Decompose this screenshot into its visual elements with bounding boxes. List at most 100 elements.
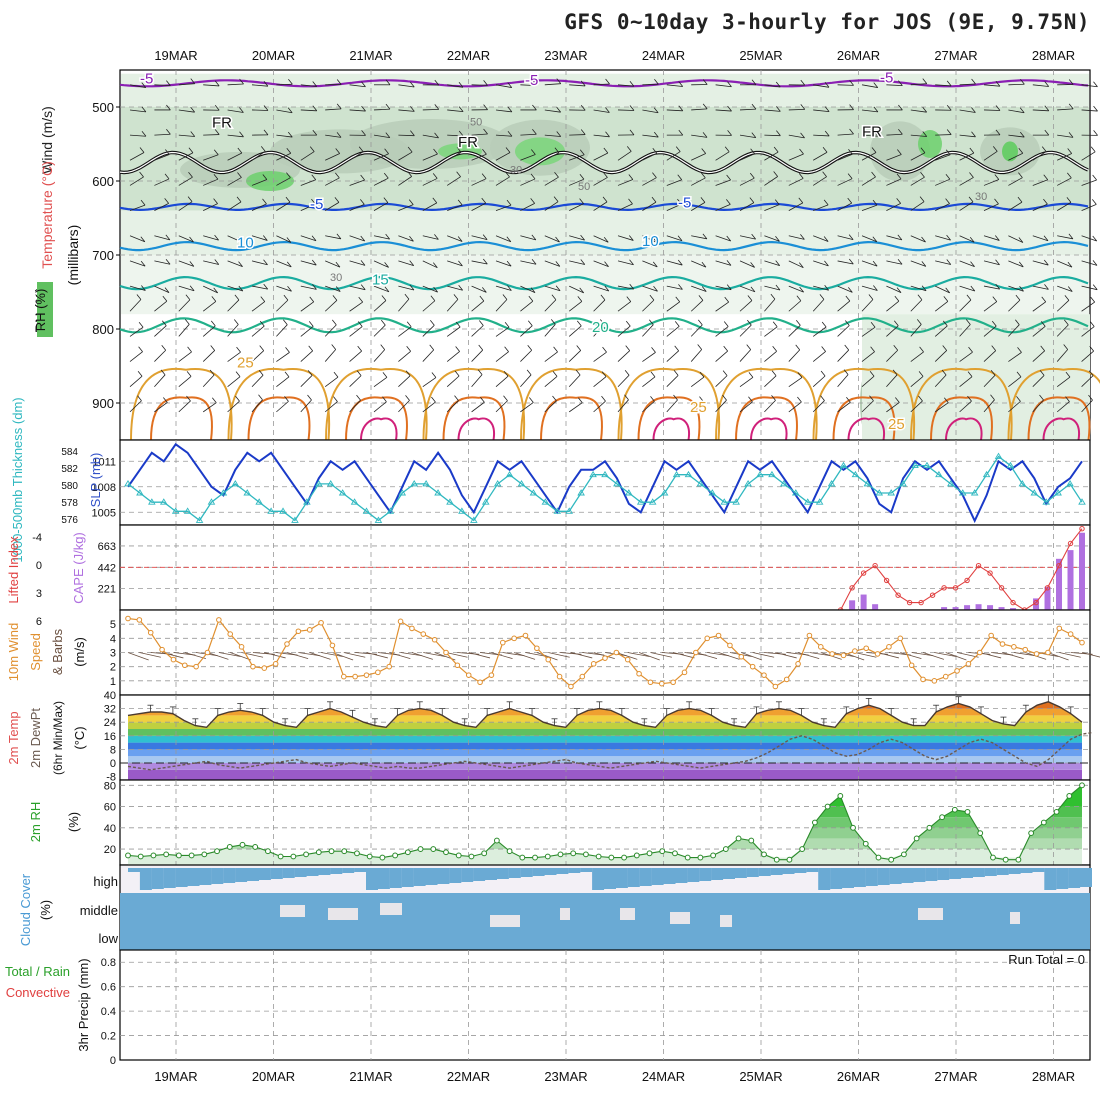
wind-barb-flag <box>531 149 536 155</box>
cape-bar <box>998 607 1005 610</box>
wind-barb <box>129 351 143 362</box>
wind-barb <box>227 260 243 268</box>
wind-barb-flag <box>361 130 366 136</box>
isotherm-label: -5 <box>140 70 153 87</box>
wind-barb-flag <box>942 345 948 351</box>
wind-barb-flag <box>844 344 850 351</box>
y-axis-label-part: Temperature (°C) <box>39 161 55 269</box>
cloud-high-bar <box>568 868 581 873</box>
wind-barb-flag <box>799 286 804 293</box>
wind-barb <box>837 285 853 293</box>
wind-barb-flag <box>1015 294 1021 301</box>
wind-barb <box>544 152 560 161</box>
wind-barb <box>300 109 317 112</box>
wind-barb-flag <box>699 396 704 402</box>
wind-barb-flag <box>456 171 461 177</box>
wind-barb <box>642 352 656 362</box>
cloud-high-bar <box>580 868 593 872</box>
lifted-index-point <box>975 562 982 569</box>
thickness-point <box>159 498 168 505</box>
wind-barb-flag <box>1017 347 1022 353</box>
wind-barb <box>788 109 805 111</box>
thickness-point <box>219 489 228 496</box>
wind-barb <box>910 376 924 388</box>
wind-barb-flag <box>284 371 290 378</box>
wind-barb <box>642 83 659 86</box>
wind-barb <box>520 325 533 337</box>
wind-barb <box>178 109 195 113</box>
wind-barb <box>446 299 459 312</box>
temp-band <box>128 735 1082 743</box>
wind-barb-flag <box>527 320 533 326</box>
rh-point <box>519 854 526 861</box>
wind-barb <box>495 351 509 362</box>
wind-barb <box>959 299 972 312</box>
wind-barb-flag <box>139 147 145 153</box>
wind-barb <box>203 154 219 161</box>
cloud-high-bar <box>1020 868 1033 873</box>
y-axis-label: Lifted Index <box>6 536 21 604</box>
wind-barb-flag <box>775 284 781 291</box>
wind-barb-flag <box>507 130 513 137</box>
wind-barb-flag <box>311 259 317 266</box>
temp-band <box>128 722 1082 729</box>
wind-barb-flag <box>946 104 952 111</box>
y-axis-label: 2m DewPt <box>28 708 43 768</box>
wind-barb <box>422 202 437 211</box>
cloud-high-bar <box>366 868 378 890</box>
wind-speed-point <box>704 635 711 642</box>
wind-barb-flag <box>163 397 168 403</box>
wind-barb <box>666 203 682 211</box>
wind-barb <box>764 298 776 312</box>
wind-barb-flag <box>1039 394 1044 401</box>
wind-barb <box>788 401 802 413</box>
rh-point <box>633 852 640 859</box>
wind-barb-flag <box>775 260 781 266</box>
wind-barb-flag <box>556 106 561 113</box>
wind-barb <box>715 285 732 291</box>
wind-barb <box>422 285 438 293</box>
wind-barb <box>569 235 585 241</box>
wind-barb-flag <box>184 319 190 325</box>
wind-barb <box>276 324 288 337</box>
cloud-high-bar <box>639 868 652 886</box>
wind-barb <box>910 299 923 312</box>
wind-speed-point <box>670 679 676 686</box>
cape-bar <box>964 605 971 610</box>
wind-barb-flag <box>166 129 171 135</box>
y-axis-label: 1000-500mb Thickness (dm) <box>10 397 25 562</box>
wind-barb-flag <box>409 284 415 291</box>
thickness-point <box>958 489 967 496</box>
wind-barb-flag <box>795 344 801 351</box>
wind-barb-flag <box>624 369 630 376</box>
wind-barb-flag <box>726 199 731 205</box>
rh-point <box>125 852 131 859</box>
wind-barb-flag <box>504 321 510 328</box>
wind-barb <box>495 260 512 267</box>
wind-barb <box>959 351 973 362</box>
wind-speed-point <box>204 649 211 656</box>
wind-barb <box>154 84 171 87</box>
cloud-high-bar <box>913 868 926 882</box>
top-date-label: 24MAR <box>642 48 685 63</box>
wind-barb-flag <box>211 397 217 403</box>
wind-barb <box>1057 177 1072 186</box>
wind-barb-flag <box>922 106 927 113</box>
wind-barb-flag <box>775 235 780 242</box>
wind-barb-flag <box>992 296 998 302</box>
wind-barb-flag <box>747 319 752 326</box>
rh-point <box>328 848 335 855</box>
cape-bar <box>1079 532 1085 610</box>
thickness-point <box>708 489 717 496</box>
wind-barb <box>398 285 415 291</box>
wind-barb <box>1032 301 1046 312</box>
wind-barb <box>178 176 193 186</box>
precip-frame <box>119 949 1091 1061</box>
wind-barb <box>471 133 488 136</box>
lifted-index-point <box>883 577 890 584</box>
wind-barb <box>1081 350 1094 362</box>
wind-barb-flag <box>235 371 241 377</box>
